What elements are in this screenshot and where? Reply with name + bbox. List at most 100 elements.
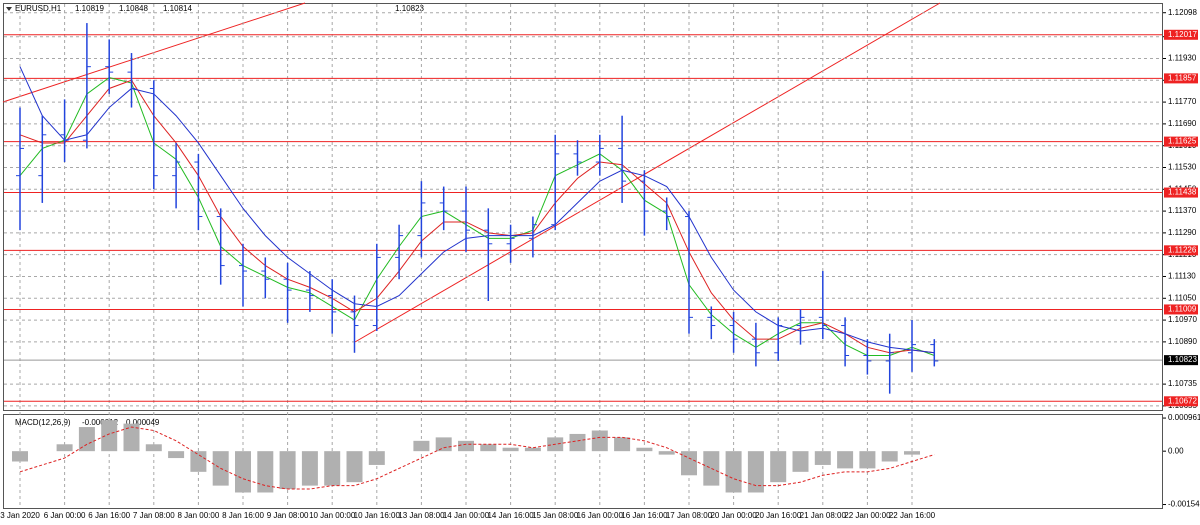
x-tick-label: 7 Jan 08:00 [133,511,175,520]
moving-average [19,79,935,354]
histogram-bar [257,451,274,493]
histogram-bar [524,447,541,452]
histogram-bar [346,451,363,483]
level-tag [1164,245,1198,256]
y-tick-label: 1.10735 [1168,379,1197,388]
x-tick-label: 14 Jan 16:00 [487,511,534,520]
macd-value: -0.000012 [82,418,119,427]
macd-value: 0.000049 [126,418,160,427]
trend-line [354,2,941,343]
histogram-bar [792,451,809,472]
histogram-bar [168,451,185,459]
ohlc-value: 1.10819 [75,4,104,13]
level-label: 1.11857 [1168,73,1197,82]
histogram-bar [904,451,920,455]
histogram-bar [725,451,742,493]
macd-title: MACD(12,26,9) [15,418,71,427]
ohlc-value: 1.10814 [163,4,192,13]
histogram-bar [145,444,162,452]
histogram-bar [101,420,118,452]
y-tick-label: 1.11930 [1168,54,1197,63]
histogram-bar [814,451,831,465]
histogram-bar [636,447,653,452]
y-tick-label: 1.11130 [1168,272,1196,281]
moving-average [19,77,935,357]
histogram-bar [658,451,675,455]
histogram-bar [681,451,697,476]
histogram-bar [235,451,251,493]
x-tick-label: 21 Jan 08:00 [800,511,847,520]
y-tick-label: 1.11290 [1168,228,1197,237]
histogram-bar [301,451,318,486]
x-tick-label: 16 Jan 16:00 [621,511,668,520]
x-tick-label: 20 Jan 16:00 [755,511,802,520]
histogram-bar [591,430,608,452]
macd-panel [3,414,1163,509]
x-tick-label: 6 Jan 00:00 [44,511,86,520]
histogram-bar [368,451,385,465]
menu-arrow[interactable] [6,7,12,11]
x-tick-label: 6 Jan 16:00 [88,511,130,520]
y-tick-label: 1.11770 [1168,97,1197,106]
histogram-bar [324,451,341,486]
level-tag [1164,396,1198,407]
histogram-bar [747,451,764,493]
x-tick-label: 9 Jan 08:00 [267,511,309,520]
histogram-bar [881,451,898,462]
histogram-bar [569,433,586,452]
y-tick-label: 1.11530 [1168,163,1197,172]
histogram-bar [78,427,95,452]
histogram-bar [859,451,876,469]
histogram-bar [502,447,519,452]
histogram-bar [123,423,140,452]
histogram-bar [279,451,296,490]
x-tick-label: 14 Jan 00:00 [443,511,490,520]
x-tick-label: 13 Jan 08:00 [398,511,445,520]
y-tick-label: -0.001549 [1168,500,1200,509]
y-tick-label: 1.11050 [1168,293,1197,302]
last-price-label: 1.10823 [1168,355,1197,364]
price-panel [3,3,1163,411]
ohlc-close: 1.10823 [395,4,424,13]
level-label: 1.11438 [1168,188,1197,197]
histogram-bar [56,444,73,452]
histogram-bar [480,444,497,452]
histogram-bar [458,440,474,452]
histogram-bar [12,451,28,462]
y-tick-label: 1.10970 [1168,315,1197,324]
histogram-bar [614,437,631,452]
x-tick-label: 16 Jan 00:00 [577,511,624,520]
histogram-bar [435,437,452,452]
x-tick-label: 8 Jan 16:00 [222,511,264,520]
y-tick-label: 0.00 [1168,446,1184,455]
x-tick-label: 17 Jan 08:00 [666,511,713,520]
x-tick-label: 10 Jan 16:00 [354,511,401,520]
x-tick-label: 22 Jan 16:00 [889,511,936,520]
ohlc-value: 1.10848 [119,4,148,13]
x-tick-label: 3 Jan 2020 [0,511,40,520]
level-label: 1.11226 [1168,245,1197,254]
symbol-label: EURUSD,H1 [15,4,62,13]
x-tick-label: 22 Jan 00:00 [844,511,891,520]
histogram-bar [703,451,720,486]
histogram-bar [413,440,430,452]
x-tick-label: 10 Jan 00:00 [309,511,356,520]
histogram-bar [837,451,854,469]
level-tag [1164,136,1198,147]
level-label: 1.10672 [1168,396,1197,405]
level-tag [1164,187,1198,198]
y-tick-label: 0.000961 [1168,413,1200,422]
y-tick-label: 1.11370 [1168,206,1197,215]
level-tag [1164,304,1198,315]
level-label: 1.12017 [1168,30,1197,39]
y-tick-label: 1.10890 [1168,337,1197,346]
level-label: 1.11625 [1168,137,1197,146]
moving-average [19,66,935,354]
level-tag [1164,73,1198,84]
x-tick-label: 15 Jan 08:00 [532,511,579,520]
histogram-bar [190,451,207,472]
x-tick-label: 8 Jan 00:00 [177,511,219,520]
last-price-tag [1164,355,1198,366]
level-tag [1164,29,1198,40]
